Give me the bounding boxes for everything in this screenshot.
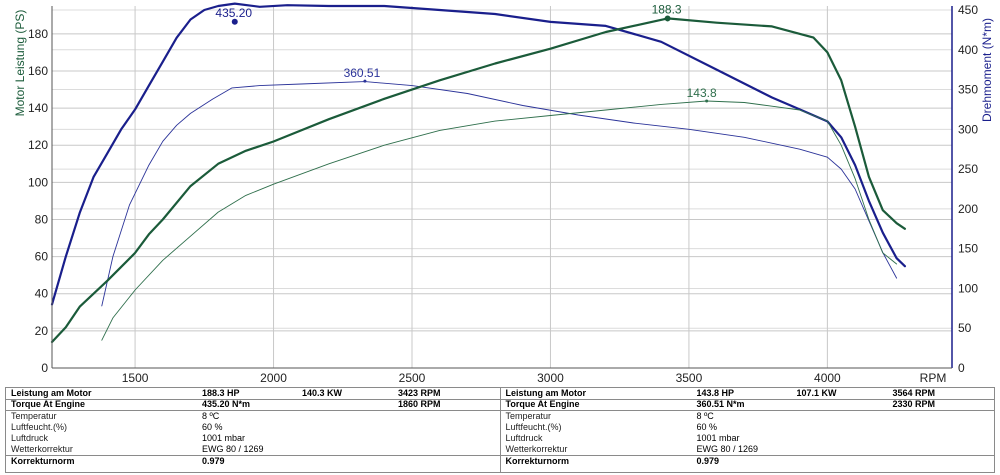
chart-series [50,2,907,344]
torque-rpm: 1860 RPM [398,399,441,409]
peak-marker-3 [664,15,671,22]
pressure-row: Luftdruck 1001 mbar [6,433,500,444]
y-right-tick-label: 200 [958,202,978,216]
y-left-tick-label: 180 [28,27,48,41]
correction-value: EWG 80 / 1269 [696,444,759,454]
series-line-4 [101,100,898,341]
pressure-value: 1001 mbar [202,433,246,443]
peak-marker-4 [705,99,709,103]
y-left-tick-label: 140 [28,101,48,115]
pressure-label: Luftdruck [11,433,49,443]
power-kw: 140.3 KW [302,388,343,398]
x-tick-label: 1500 [122,371,149,385]
torque-value: 360.51 N*m [696,399,745,409]
chart-grid [52,6,952,368]
torque-label: Torque At Engine [505,399,580,409]
y-left-tick-label: 60 [35,250,49,264]
power-kw: 107.1 KW [796,388,837,398]
torque-rpm: 2330 RPM [892,399,936,409]
chart-frame [51,6,953,369]
power-row: Leistung am Motor 143.8 HP 107.1 KW 3564… [500,388,994,400]
x-tick-label: 2000 [260,371,287,385]
x-tick-label: 4000 [814,371,841,385]
results-table: Leistung am Motor 188.3 HP 140.3 KW 3423… [5,387,995,473]
y-right-tick-label: 0 [958,361,965,375]
torque-row: Torque At Engine 435.20 N*m 1860 RPM [6,399,500,411]
y-right-tick-label: 300 [958,122,978,136]
x-axis-label: RPM [920,371,947,385]
results-panel-left: Leistung am Motor 188.3 HP 140.3 KW 3423… [6,388,500,472]
series-line-3 [50,17,907,344]
y-left-tick-label: 160 [28,64,48,78]
power-hp: 188.3 HP [202,388,240,398]
peak-label-4: 143.8 [687,86,717,100]
pressure-label: Luftdruck [505,433,543,443]
temp-value: 8 ºC [202,411,220,421]
results-panel-right: Leistung am Motor 143.8 HP 107.1 KW 3564… [499,388,995,472]
power-rpm: 3564 RPM [892,388,936,398]
y-left-tick-label: 80 [35,212,49,226]
y-left-axis-label: Motor Leistung (PS) [13,10,27,117]
power-label: Leistung am Motor [11,388,92,398]
humidity-label: Luftfeucht.(%) [11,422,68,432]
series-line-2 [101,81,898,307]
y-right-tick-label: 450 [958,3,978,17]
humidity-row: Luftfeucht.(%) 60 % [6,422,500,433]
peak-marker-1 [231,18,238,25]
correction-row: Wetterkorrektur EWG 80 / 1269 [501,444,995,455]
x-tick-label: 3000 [537,371,564,385]
norm-label: Korrekturnorm [505,456,570,466]
power-rpm: 3423 RPM [398,388,441,398]
y-left-tick-label: 100 [28,175,48,189]
dyno-chart: 1500 2000 2500 3000 3500 40000204060801001201… [13,2,994,385]
humidity-label: Luftfeucht.(%) [505,422,562,432]
y-right-tick-label: 100 [958,281,978,295]
y-left-tick-label: 120 [28,138,48,152]
correction-label: Wetterkorrektur [11,444,73,454]
norm-value: 0.979 [696,456,720,466]
norm-value: 0.979 [202,456,225,466]
temp-row: Temperatur 8 ºC [6,411,500,422]
y-left-tick-label: 40 [35,287,49,301]
chart-annotations: 435.20 360.51 188.3 143.8 [215,2,717,103]
pressure-value: 1001 mbar [696,433,740,443]
correction-label: Wetterkorrektur [505,444,568,454]
torque-label: Torque At Engine [11,399,85,409]
power-label: Leistung am Motor [505,388,587,398]
correction-value: EWG 80 / 1269 [202,444,264,454]
y-right-tick-label: 150 [958,242,978,256]
temp-label: Temperatur [11,411,57,421]
peak-marker-2 [363,79,367,83]
norm-row: Korrekturnorm 0.979 [500,455,994,467]
power-hp: 143.8 HP [696,388,735,398]
peak-label-2: 360.51 [344,66,381,80]
power-row: Leistung am Motor 188.3 HP 140.3 KW 3423… [6,388,500,400]
y-right-tick-label: 400 [958,43,978,57]
peak-label-3: 188.3 [652,2,682,16]
humidity-value: 60 % [202,422,223,432]
pressure-row: Luftdruck 1001 mbar [501,433,995,444]
plot-area [52,6,952,368]
peak-label-1: 435.20 [215,6,252,20]
temp-label: Temperatur [505,411,552,421]
x-tick-label: 3500 [676,371,703,385]
temp-row: Temperatur 8 ºC [501,411,995,422]
torque-value: 435.20 N*m [202,399,251,409]
humidity-row: Luftfeucht.(%) 60 % [501,422,995,433]
y-left-tick-label: 0 [41,361,48,375]
norm-row: Korrekturnorm 0.979 [6,455,500,467]
temp-value: 8 ºC [696,411,714,421]
y-right-tick-label: 250 [958,162,978,176]
norm-label: Korrekturnorm [11,456,75,466]
series-line-1 [50,2,907,306]
y-right-axis-label: Drehmoment (N*m) [980,18,994,122]
chart-ticks: 1500 2000 2500 3000 3500 40000204060801001201… [28,3,978,385]
humidity-value: 60 % [696,422,718,432]
correction-row: Wetterkorrektur EWG 80 / 1269 [6,444,500,455]
y-left-tick-label: 20 [35,324,49,338]
torque-row: Torque At Engine 360.51 N*m 2330 RPM [500,399,994,411]
y-right-tick-label: 350 [958,83,978,97]
x-tick-label: 2500 [399,371,426,385]
y-right-tick-label: 50 [958,321,972,335]
